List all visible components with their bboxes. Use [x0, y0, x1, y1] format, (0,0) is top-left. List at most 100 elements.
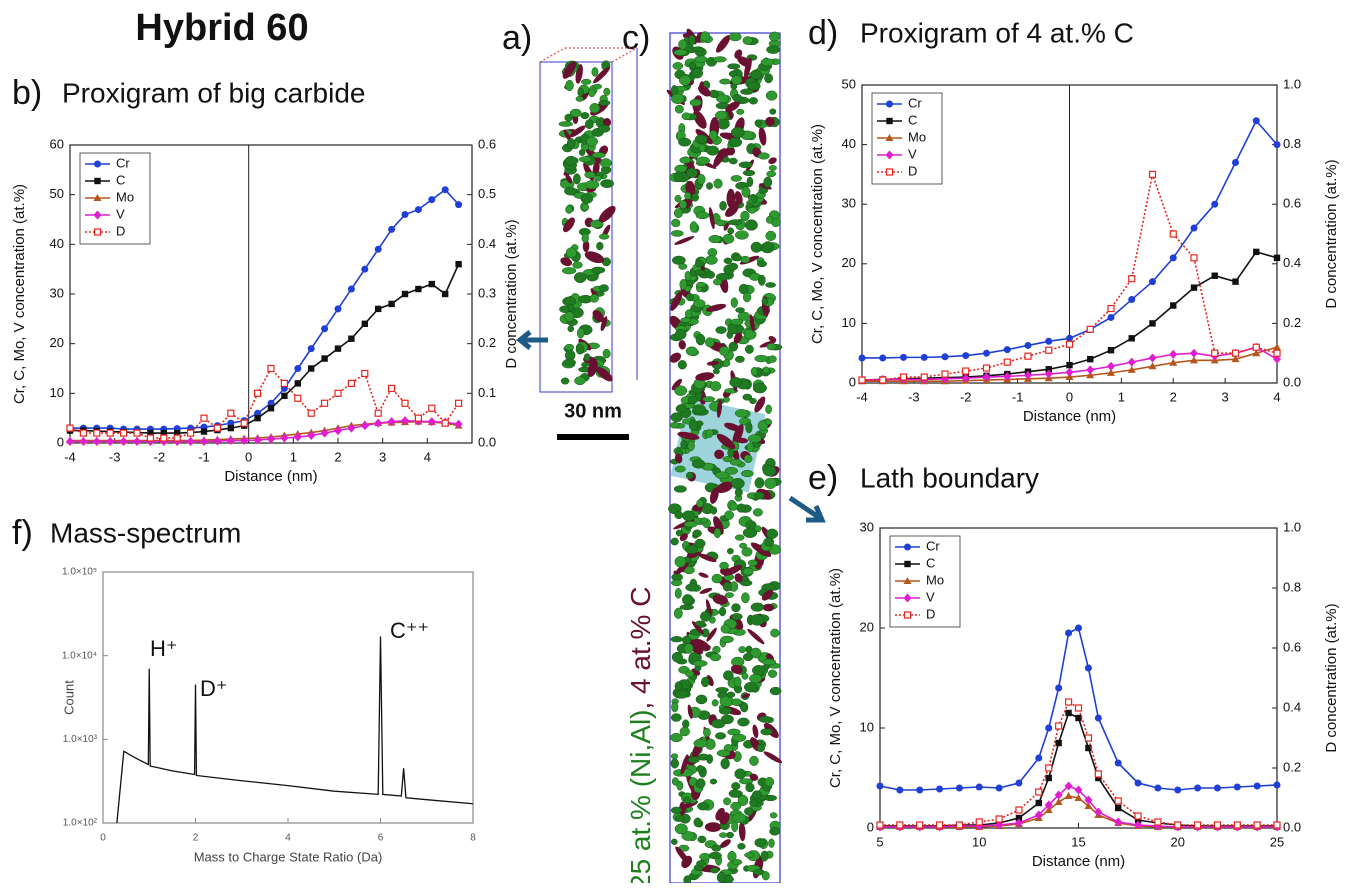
precipitate: [770, 812, 777, 818]
precipitate: [703, 396, 715, 401]
marker: [107, 430, 113, 436]
marker: [161, 435, 167, 441]
precipitate: [678, 360, 687, 369]
precipitate: [585, 120, 593, 129]
panel-label: a): [502, 19, 532, 57]
precipitate: [585, 180, 599, 189]
precipitate: [735, 356, 744, 363]
precipitate: [603, 349, 610, 358]
precipitate: [723, 582, 731, 591]
precipitate: [705, 429, 713, 437]
precipitate: [566, 80, 574, 91]
precipitate: [768, 356, 776, 363]
precipitate: [675, 329, 686, 339]
y2-axis-label: D concentration (at.%): [1323, 603, 1340, 752]
precipitate: [754, 492, 764, 499]
precipitate: [707, 754, 713, 763]
precipitate: [731, 782, 740, 789]
x-tick-label: 8: [470, 833, 476, 844]
precipitate: [573, 174, 580, 185]
marker: [106, 437, 114, 446]
marker: [133, 437, 141, 446]
precipitate: [715, 111, 727, 120]
y2-tick-label: 0.8: [1283, 136, 1301, 151]
precipitate: [697, 174, 705, 184]
marker: [976, 784, 983, 791]
precipitate: [685, 671, 694, 677]
precipitate: [710, 381, 721, 391]
precipitate: [744, 455, 752, 463]
y2-axis-label: D concentration (at.%): [1323, 159, 1340, 308]
precipitate: [695, 56, 708, 63]
side-label-red: , 4 at.% C: [625, 587, 656, 710]
precipitate: [693, 404, 706, 413]
legend-marker: [887, 169, 893, 175]
precipitate: [762, 298, 768, 305]
legend-label: C: [116, 172, 125, 187]
legend-label: Mo: [116, 189, 134, 204]
precipitate: [757, 744, 765, 752]
precipitate: [679, 75, 691, 85]
marker: [348, 380, 354, 386]
marker: [983, 350, 990, 357]
marker: [187, 437, 195, 446]
marker: [937, 822, 943, 828]
precipitate: [693, 299, 705, 307]
marker: [1234, 784, 1241, 791]
precipitate: [671, 702, 678, 712]
precipitate: [734, 677, 741, 687]
precipitate: [705, 338, 714, 347]
y2-tick-label: 1.0: [1283, 76, 1301, 91]
precipitate: [728, 228, 734, 235]
marker: [1170, 302, 1176, 308]
marker: [1095, 771, 1101, 777]
precipitate: [751, 367, 758, 375]
legend-marker: [904, 544, 911, 551]
precipitate: [735, 409, 748, 417]
y-axis-label: Count: [61, 680, 76, 715]
precipitate: [729, 220, 742, 226]
precipitate: [742, 187, 750, 198]
x-tick-label: 0: [1066, 389, 1073, 404]
precipitate: [585, 171, 596, 178]
marker: [240, 436, 248, 445]
precipitate: [567, 138, 575, 148]
precipitate: [604, 88, 611, 96]
precipitate: [745, 345, 753, 354]
precipitate: [727, 692, 735, 698]
precipitate: [743, 292, 751, 302]
y2-tick-label: 0.4: [1283, 255, 1301, 270]
precipitate: [582, 204, 589, 211]
precipitate: [766, 91, 777, 100]
precipitate: [720, 562, 729, 569]
x-tick-label: 1: [290, 449, 297, 464]
y2-tick-label: 0.8: [1283, 579, 1301, 594]
marker: [174, 435, 180, 441]
legend-label: Cr: [116, 155, 130, 170]
precipitate: [737, 504, 746, 513]
precipitate: [683, 797, 691, 803]
marker: [1046, 347, 1052, 353]
x-tick-label: 3: [379, 449, 386, 464]
y-tick-label: 0: [867, 819, 874, 834]
precipitate: [723, 671, 733, 681]
precipitate: [699, 145, 705, 152]
marker: [1169, 350, 1177, 359]
marker: [1046, 765, 1052, 771]
marker: [1254, 783, 1261, 790]
x-tick-label: -3: [908, 389, 920, 404]
precipitate: [570, 109, 581, 117]
precipitate: [701, 677, 709, 687]
marker: [1108, 347, 1114, 353]
marker: [94, 430, 100, 436]
marker: [1194, 785, 1201, 792]
marker: [361, 421, 369, 430]
legend-label: C: [926, 555, 935, 570]
marker: [362, 321, 368, 327]
precipitate: [767, 171, 776, 177]
precipitate: [675, 815, 684, 821]
y-tick-label: 10: [860, 719, 874, 734]
precipitate: [674, 608, 682, 619]
precipitate: [706, 146, 718, 155]
precipitate: [700, 518, 707, 523]
